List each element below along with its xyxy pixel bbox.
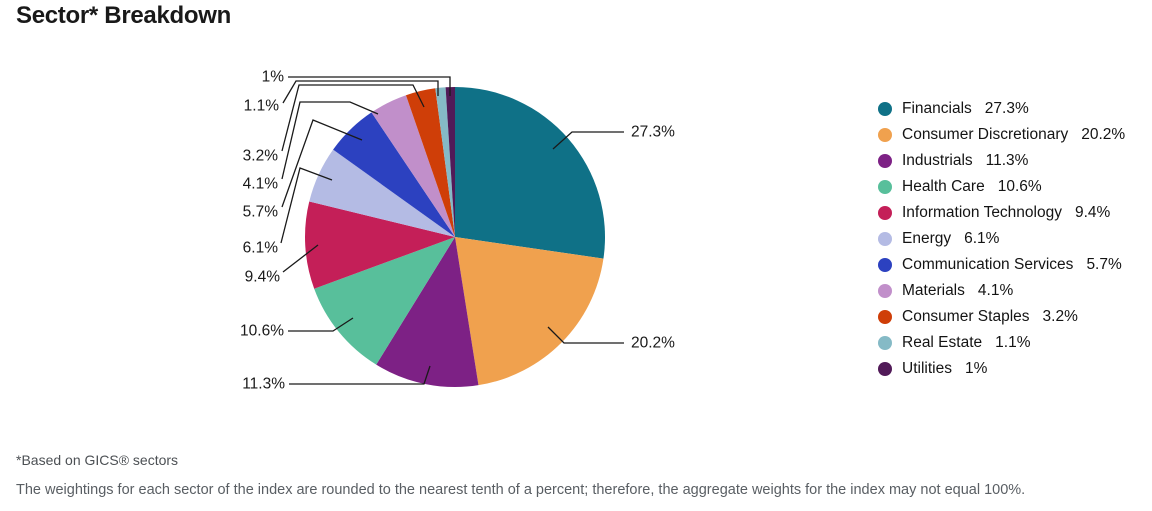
- pie-slice-information-technology: [305, 201, 455, 289]
- callout-label-consumer-discretionary: 20.2%: [631, 335, 675, 352]
- legend-value: 6.1%: [964, 230, 1000, 247]
- legend-value: 1%: [964, 360, 988, 377]
- industrials-swatch-icon: [878, 154, 892, 168]
- legend-label: Consumer Discretionary: [902, 126, 1069, 143]
- pie-slice-consumer-discretionary: [455, 237, 604, 386]
- information-technology-swatch-icon: [878, 206, 892, 220]
- consumer-discretionary-swatch-icon: [878, 128, 892, 142]
- legend-item-utilities: Utilities 1%: [878, 356, 1125, 382]
- callout-label-health-care: 10.6%: [240, 323, 284, 340]
- legend-item-communication-services: Communication Services 5.7%: [878, 252, 1125, 278]
- callout-label-energy: 6.1%: [243, 240, 279, 257]
- legend: Financials 27.3% Consumer Discretionary 20.…: [878, 96, 1125, 382]
- legend-value: 4.1%: [977, 282, 1014, 299]
- materials-swatch-icon: [878, 284, 892, 298]
- legend-label: Health Care: [902, 178, 985, 195]
- pie-slice-financials: [455, 86, 606, 259]
- callout-line-consumer-staples: [281, 84, 425, 152]
- callout-line-energy: [280, 167, 333, 244]
- callout-label-real-estate: 1.1%: [244, 98, 280, 115]
- callout-line-health-care: [288, 317, 354, 332]
- legend-item-consumer-discretionary: Consumer Discretionary 20.2%: [878, 122, 1125, 148]
- legend-value: 27.3%: [984, 100, 1029, 117]
- footnote-gics: *Based on GICS® sectors: [16, 452, 179, 468]
- pie-slice-energy: [309, 149, 455, 237]
- legend-item-consumer-staples: Consumer Staples 3.2%: [878, 304, 1125, 330]
- legend-value: 5.7%: [1086, 256, 1122, 273]
- legend-value: 9.4%: [1074, 204, 1111, 221]
- pie-slice-real-estate: [435, 87, 455, 237]
- pie-slice-consumer-staples: [405, 88, 455, 237]
- pie-slice-health-care: [314, 237, 455, 365]
- legend-label: Energy: [902, 230, 952, 247]
- callout-label-utilities: 1%: [262, 69, 285, 86]
- utilities-swatch-icon: [878, 362, 892, 376]
- legend-value: 11.3%: [985, 152, 1029, 169]
- legend-label: Real Estate: [902, 334, 983, 351]
- callout-label-financials: 27.3%: [631, 124, 675, 141]
- callout-line-information-technology: [282, 244, 319, 273]
- legend-value: 20.2%: [1081, 126, 1126, 143]
- legend-item-energy: Energy 6.1%: [878, 226, 1125, 252]
- legend-item-health-care: Health Care 10.6%: [878, 174, 1125, 200]
- callout-label-communication-services: 5.7%: [243, 204, 279, 221]
- legend-item-real-estate: Real Estate 1.1%: [878, 330, 1125, 356]
- energy-swatch-icon: [878, 232, 892, 246]
- callout-line-industrials: [289, 365, 431, 385]
- communication-services-swatch-icon: [878, 258, 892, 272]
- pie-slice-communication-services: [333, 112, 455, 237]
- legend-item-information-technology: Information Technology 9.4%: [878, 200, 1125, 226]
- legend-label: Communication Services: [902, 256, 1074, 273]
- pie-slice-industrials: [376, 237, 479, 387]
- legend-item-industrials: Industrials 11.3%: [878, 148, 1125, 174]
- legend-value: 3.2%: [1042, 308, 1078, 325]
- legend-item-materials: Materials 4.1%: [878, 278, 1125, 304]
- legend-value: 10.6%: [997, 178, 1042, 195]
- callout-label-industrials: 11.3%: [242, 376, 285, 393]
- pie-slice-utilities: [445, 87, 455, 237]
- callout-line-materials: [281, 101, 379, 180]
- callout-line-consumer-discretionary: [547, 326, 624, 344]
- legend-item-financials: Financials 27.3%: [878, 96, 1125, 122]
- pie-slice-materials: [371, 95, 455, 238]
- callout-line-utilities: [288, 76, 451, 96]
- footnote-weights: The weightings for each sector of the in…: [16, 482, 1026, 498]
- callout-line-financials: [552, 131, 624, 150]
- consumer-staples-swatch-icon: [878, 310, 892, 324]
- legend-label: Financials: [902, 100, 972, 117]
- financials-swatch-icon: [878, 102, 892, 116]
- real-estate-swatch-icon: [878, 336, 892, 350]
- callout-line-communication-services: [281, 119, 363, 208]
- legend-label: Utilities: [902, 360, 952, 377]
- callout-label-information-technology: 9.4%: [245, 269, 281, 286]
- health-care-swatch-icon: [878, 180, 892, 194]
- callout-line-real-estate: [282, 80, 439, 104]
- chart-title: Sector* Breakdown: [16, 2, 231, 29]
- legend-label: Information Technology: [902, 204, 1062, 221]
- legend-label: Materials: [902, 282, 965, 299]
- callout-label-materials: 4.1%: [243, 176, 279, 193]
- legend-label: Industrials: [902, 152, 973, 169]
- callout-label-consumer-staples: 3.2%: [243, 148, 279, 165]
- legend-value: 1.1%: [995, 334, 1031, 351]
- legend-label: Consumer Staples: [902, 308, 1030, 325]
